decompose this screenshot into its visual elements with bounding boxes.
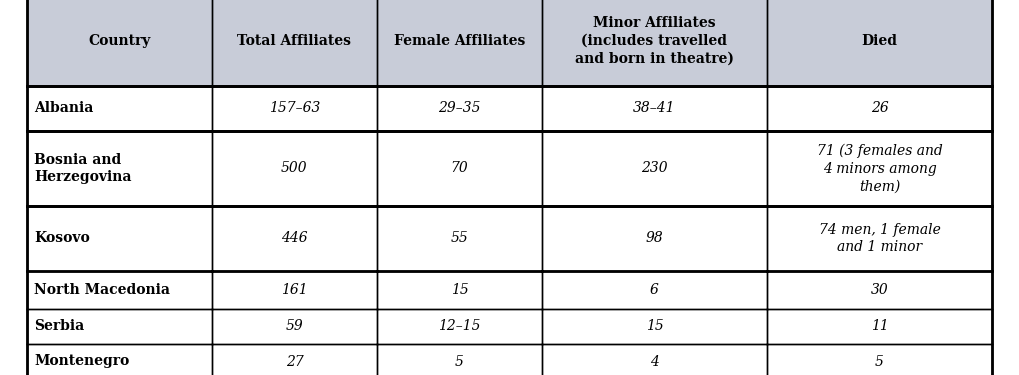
Text: Bosnia and
Herzegovina: Bosnia and Herzegovina: [34, 153, 131, 184]
Text: 6: 6: [650, 283, 659, 297]
Bar: [26, 0, 212, 86]
Text: 230: 230: [641, 162, 667, 176]
Bar: [767, 131, 993, 206]
Bar: [212, 86, 377, 131]
Text: 59: 59: [285, 320, 304, 333]
Text: 74 men, 1 female
and 1 minor: 74 men, 1 female and 1 minor: [818, 223, 941, 254]
Text: 26: 26: [870, 102, 889, 115]
Bar: [767, 344, 993, 375]
Text: Total Affiliates: Total Affiliates: [237, 34, 352, 48]
Text: 29–35: 29–35: [438, 102, 481, 115]
Bar: [377, 344, 542, 375]
Bar: [212, 131, 377, 206]
Text: 15: 15: [450, 283, 469, 297]
Text: 71 (3 females and
4 minors among
them): 71 (3 females and 4 minors among them): [816, 144, 943, 194]
Text: Albania: Albania: [34, 102, 94, 115]
Bar: [212, 344, 377, 375]
Text: 38–41: 38–41: [633, 102, 676, 115]
Text: 11: 11: [870, 320, 889, 333]
Text: 15: 15: [646, 320, 663, 333]
Bar: [212, 0, 377, 86]
Text: 5: 5: [455, 354, 464, 369]
Bar: [377, 206, 542, 271]
Text: 30: 30: [870, 283, 889, 297]
Bar: [542, 0, 767, 86]
Bar: [377, 86, 542, 131]
Text: Minor Affiliates
(includes travelled
and born in theatre): Minor Affiliates (includes travelled and…: [575, 16, 734, 66]
Bar: [377, 309, 542, 344]
Bar: [377, 271, 542, 309]
Bar: [212, 206, 377, 271]
Text: 27: 27: [285, 354, 304, 369]
Bar: [767, 309, 993, 344]
Text: 12–15: 12–15: [438, 320, 481, 333]
Bar: [212, 309, 377, 344]
Bar: [542, 86, 767, 131]
Bar: [26, 309, 212, 344]
Text: 157–63: 157–63: [269, 102, 320, 115]
Bar: [212, 271, 377, 309]
Text: 98: 98: [646, 231, 663, 246]
Text: North Macedonia: North Macedonia: [34, 283, 170, 297]
Text: 4: 4: [650, 354, 659, 369]
Bar: [26, 86, 212, 131]
Bar: [26, 271, 212, 309]
Text: 5: 5: [875, 354, 883, 369]
Bar: [26, 206, 212, 271]
Bar: [26, 131, 212, 206]
Text: 161: 161: [281, 283, 308, 297]
Text: 446: 446: [281, 231, 308, 246]
Bar: [542, 344, 767, 375]
Text: Died: Died: [861, 34, 898, 48]
Bar: [542, 206, 767, 271]
Bar: [377, 131, 542, 206]
Bar: [542, 131, 767, 206]
Text: 55: 55: [450, 231, 469, 246]
Bar: [26, 344, 212, 375]
Text: Montenegro: Montenegro: [34, 354, 129, 369]
Bar: [767, 0, 993, 86]
Text: Country: Country: [89, 34, 151, 48]
Text: 70: 70: [450, 162, 469, 176]
Bar: [542, 271, 767, 309]
Bar: [542, 309, 767, 344]
Bar: [767, 86, 993, 131]
Bar: [767, 271, 993, 309]
Text: Kosovo: Kosovo: [34, 231, 90, 246]
Text: Female Affiliates: Female Affiliates: [393, 34, 525, 48]
Bar: [377, 0, 542, 86]
Text: 500: 500: [281, 162, 308, 176]
Bar: [767, 206, 993, 271]
Text: Serbia: Serbia: [34, 320, 85, 333]
